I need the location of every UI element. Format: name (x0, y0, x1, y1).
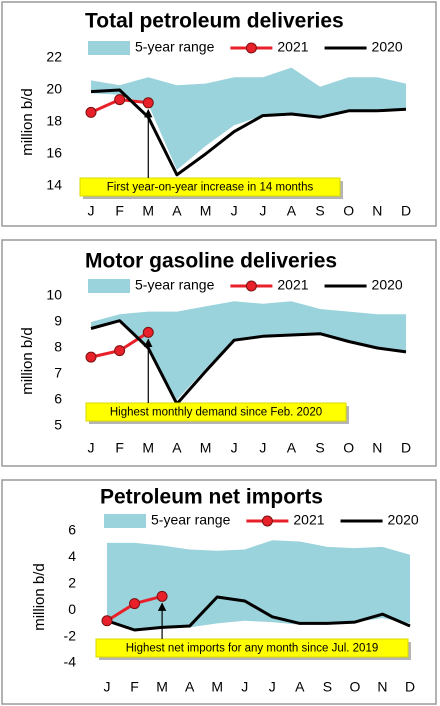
x-tick-label: N (372, 440, 382, 456)
point (156, 590, 168, 602)
annotation-text: First year-on-year increase in 14 months (107, 182, 314, 194)
y-tick-label: 20 (46, 81, 62, 97)
y-tick-label: -2 (64, 627, 77, 643)
annotation-text: Highest monthly demand since Feb. 2020 (110, 407, 322, 419)
x-tick-label: A (172, 203, 182, 219)
x-tick-label: F (115, 203, 124, 219)
x-tick-label: D (405, 679, 415, 695)
x-tick-label: A (287, 203, 297, 219)
point (85, 351, 97, 363)
annotation-box (95, 638, 409, 658)
y-axis-label: million b/d (19, 88, 36, 156)
x-tick-label: F (115, 440, 124, 456)
y-tick-label: 16 (46, 145, 62, 161)
legend-label: 2020 (372, 277, 403, 293)
y-tick-label: 0 (68, 601, 76, 617)
legend-label: 5-year range (135, 277, 215, 293)
y-tick-label: -4 (64, 654, 77, 670)
x-tick-label: M (156, 679, 168, 695)
point (142, 97, 154, 109)
y-tick-label: 10 (46, 287, 62, 303)
y-tick-label: 14 (46, 177, 62, 193)
chart-title: Total petroleum deliveries (85, 10, 344, 33)
x-tick-label: M (211, 679, 223, 695)
x-tick-label: J (259, 440, 266, 456)
x-tick-label: J (231, 440, 238, 456)
x-tick-label: J (231, 203, 238, 219)
x-tick-label: S (315, 203, 324, 219)
x-tick-label: M (200, 203, 212, 219)
y-tick-label: 4 (68, 548, 76, 564)
point (114, 345, 126, 357)
annotation-box (85, 402, 347, 422)
range-band (107, 540, 410, 630)
series-line (106, 595, 411, 632)
x-tick-label: S (315, 440, 324, 456)
legend-swatch (88, 41, 130, 55)
x-tick-label: A (172, 440, 182, 456)
y-axis-label: million b/d (19, 327, 36, 395)
y-tick-label: 9 (54, 313, 62, 329)
y-tick-label: 2 (68, 575, 76, 591)
series-line (90, 88, 407, 177)
y-tick-label: 18 (46, 113, 62, 129)
x-tick-label: O (343, 440, 354, 456)
x-tick-label: M (142, 440, 154, 456)
x-tick-label: M (142, 203, 154, 219)
y-tick-label: 7 (54, 365, 62, 381)
x-tick-label: F (130, 679, 139, 695)
point (101, 615, 113, 627)
legend-label: 5-year range (135, 39, 215, 55)
annotation-box (79, 177, 341, 197)
chart-title: Motor gasoline deliveries (85, 250, 337, 273)
x-tick-label: A (287, 440, 297, 456)
chart-title: Petroleum net imports (100, 486, 323, 509)
x-tick-label: J (104, 679, 111, 695)
range-band (91, 67, 406, 170)
x-tick-label: J (88, 440, 95, 456)
y-tick-label: 8 (54, 339, 62, 355)
legend-swatch (88, 279, 130, 293)
range-band (91, 301, 406, 400)
x-tick-label: A (185, 679, 195, 695)
x-tick-label: J (269, 679, 276, 695)
y-tick-label: 22 (46, 49, 62, 65)
legend-label: 2021 (277, 277, 308, 293)
legend-swatch (104, 514, 146, 528)
y-tick-label: 6 (68, 522, 76, 538)
legend-label: 2020 (388, 512, 419, 528)
y-tick-label: 5 (54, 417, 62, 433)
x-tick-label: J (241, 679, 248, 695)
x-tick-label: O (343, 203, 354, 219)
x-tick-label: S (323, 679, 332, 695)
x-tick-label: D (401, 440, 411, 456)
y-axis-label: million b/d (31, 563, 48, 631)
x-tick-label: A (295, 679, 305, 695)
x-tick-label: J (88, 203, 95, 219)
point (142, 326, 154, 338)
x-tick-label: M (200, 440, 212, 456)
point (85, 106, 97, 118)
legend-label: 2021 (293, 512, 324, 528)
legend-marker (245, 42, 257, 54)
x-tick-label: N (377, 679, 387, 695)
legend-marker (245, 280, 257, 292)
series-line (90, 319, 407, 406)
x-tick-label: N (372, 203, 382, 219)
x-tick-label: O (349, 679, 360, 695)
point (114, 94, 126, 106)
point (129, 598, 141, 610)
x-tick-label: J (259, 203, 266, 219)
legend-marker (261, 515, 273, 527)
legend-label: 2020 (372, 39, 403, 55)
x-tick-label: D (401, 203, 411, 219)
legend-label: 5-year range (151, 512, 231, 528)
legend-label: 2021 (277, 39, 308, 55)
y-tick-label: 6 (54, 391, 62, 407)
annotation-text: Highest net imports for any month since … (126, 643, 379, 655)
